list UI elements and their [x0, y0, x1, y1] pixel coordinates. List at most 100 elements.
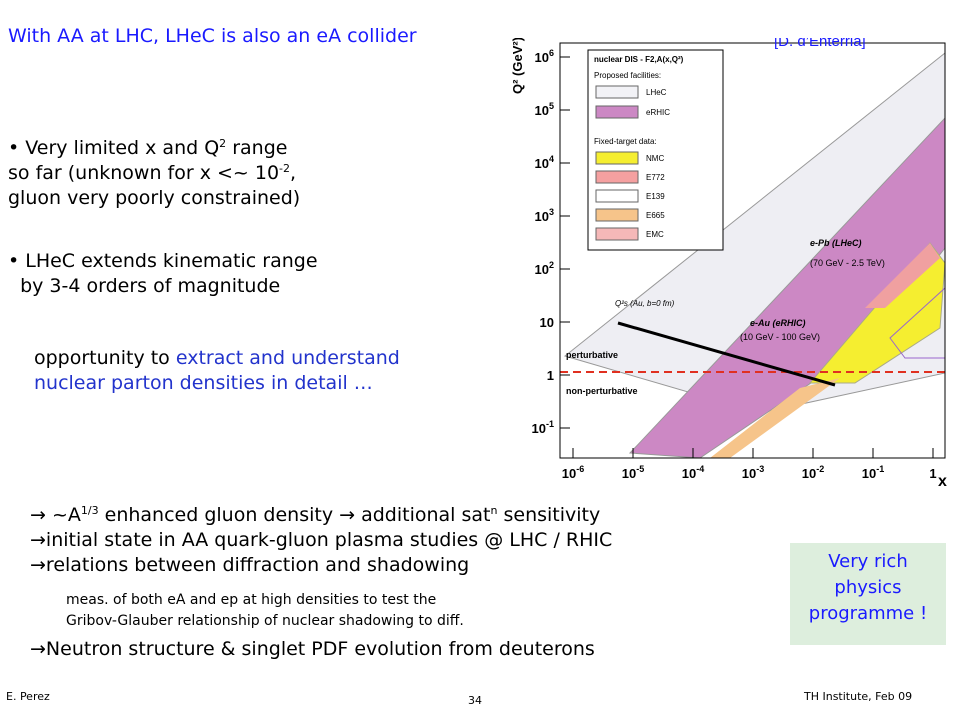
tick-label: 104	[535, 154, 554, 171]
legend-swatch	[595, 105, 639, 119]
tick-label: 10-6	[562, 464, 584, 481]
legend-swatch	[595, 189, 639, 203]
tick-label: 10	[540, 315, 554, 330]
tick-label: 10-2	[802, 464, 824, 481]
text-line: meas. of both eA and ep at high densitie…	[66, 590, 464, 611]
legend-title: nuclear DIS - F2,A(x,Q²)	[594, 55, 684, 64]
text-segment: Gribov-Glauber relationship of nuclear s…	[66, 613, 464, 629]
text-line: Gribov-Glauber relationship of nuclear s…	[66, 611, 464, 632]
text-segment: opportunity to	[34, 347, 176, 369]
tick-exp: 4	[549, 154, 554, 164]
tick-exp: 3	[549, 207, 554, 217]
tick-base: 10	[742, 466, 756, 481]
tick-exp: 6	[549, 48, 554, 58]
text-line: →relations between diffraction and shado…	[30, 553, 612, 578]
bullet: • Very limited x and Q2 range so far (unk…	[8, 136, 300, 211]
text-segment: nuclear parton densities in detail …	[34, 372, 373, 394]
text-segment: meas. of both eA and ep at high densitie…	[66, 592, 437, 608]
tick-exp: -2	[816, 464, 824, 474]
tick-exp: 2	[549, 260, 554, 270]
y-axis-label: Q² (GeV²)	[510, 38, 525, 94]
tick-base: 10	[535, 50, 549, 65]
tick-base: 10	[540, 315, 554, 330]
superscript: 2	[219, 137, 227, 150]
legend-head: Proposed facilities:	[594, 71, 661, 80]
text-segment: ,	[290, 162, 297, 184]
tick-base: 1	[929, 466, 936, 481]
legend-label: E139	[646, 192, 665, 201]
text-segment: extract and understand	[175, 347, 400, 369]
tick-label: 102	[535, 260, 554, 277]
title: With AA at LHC, LHeC is also an eA colli…	[8, 25, 417, 47]
legend-swatch	[595, 208, 639, 222]
region-label: (70 GeV - 2.5 TeV)	[810, 258, 885, 268]
tick-label: 10-4	[682, 464, 704, 481]
tick-base: 10	[532, 421, 546, 436]
tick-label: 103	[535, 207, 554, 224]
superscript: 1/3	[80, 504, 99, 517]
text-segment: →initial state in AA quark-gluon plasma …	[30, 529, 613, 551]
legend-label: eRHIC	[646, 108, 670, 117]
box-line: physics	[834, 577, 902, 598]
text-segment: range	[226, 137, 288, 159]
tick-label: 1	[547, 368, 554, 383]
legend-swatch	[595, 151, 639, 165]
tick-base: 10	[682, 466, 696, 481]
tick-exp: -5	[636, 464, 644, 474]
superscript: -2	[279, 162, 291, 175]
note: opportunity to extract and understand nuc…	[34, 346, 400, 396]
legend-swatch	[595, 227, 639, 241]
tick-base: 1	[547, 368, 554, 383]
tick-label: 10-1	[532, 419, 554, 436]
text-segment: enhanced gluon density → additional sat	[98, 504, 491, 526]
tick-label: 1	[929, 466, 936, 481]
region-label: perturbative	[566, 350, 618, 360]
box-line: Very rich	[828, 551, 908, 572]
tick-exp: -6	[576, 464, 584, 474]
text-segment: →relations between diffraction and shado…	[30, 554, 470, 576]
tick-label: 106	[535, 48, 554, 65]
page-number: 34	[468, 694, 482, 707]
tick-exp: -3	[756, 464, 764, 474]
text-line: gluon very poorly constrained)	[8, 186, 300, 211]
text-line: • LHeC extends kinematic range	[8, 249, 318, 274]
legend-label: NMC	[646, 154, 664, 163]
tick-exp: -1	[546, 419, 554, 429]
region-label: non-perturbative	[566, 386, 638, 396]
qs-line	[617, 321, 836, 387]
text-segment: sensitivity	[497, 504, 601, 526]
legend-label: LHeC	[646, 88, 667, 97]
text-line: →initial state in AA quark-gluon plasma …	[30, 528, 612, 553]
region-label: e-Pb (LHeC)	[810, 238, 862, 248]
e665-region	[710, 378, 840, 458]
text-line: by 3-4 orders of magnitude	[8, 274, 318, 299]
text-segment: • LHeC extends kinematic range	[8, 250, 318, 272]
superscript: n	[490, 504, 498, 517]
tick-exp: -1	[876, 464, 884, 474]
tick-label: 10-3	[742, 464, 764, 481]
text-segment: • Very limited x and Q	[8, 137, 220, 159]
tick-base: 10	[535, 262, 549, 277]
region-label: e-Au (eRHIC)	[750, 318, 806, 328]
tick-base: 10	[535, 156, 549, 171]
tick-label: 10-5	[622, 464, 644, 481]
tick-base: 10	[802, 466, 816, 481]
legend-label: E772	[646, 173, 665, 182]
tick-exp: -4	[696, 464, 704, 474]
tick-exp: 5	[549, 101, 554, 111]
points: →Neutron structure & singlet PDF evoluti…	[30, 637, 595, 662]
region-label: Q²s (Au, b=0 fm)	[615, 299, 675, 308]
footer-venue: TH Institute, Feb 09	[804, 690, 913, 703]
text-line: • Very limited x and Q2 range	[8, 136, 300, 161]
small-note: meas. of both eA and ep at high densitie…	[66, 590, 464, 632]
legend-swatch	[595, 85, 639, 99]
tick-label: 105	[535, 101, 554, 118]
credit: [D. d’Enterria]	[774, 38, 866, 50]
tick-base: 10	[862, 466, 876, 481]
box-line: programme !	[808, 603, 928, 624]
tick-base: 10	[622, 466, 636, 481]
highlight-box: Very rich physics programme !	[790, 543, 946, 645]
text-line: nuclear parton densities in detail …	[34, 371, 400, 396]
